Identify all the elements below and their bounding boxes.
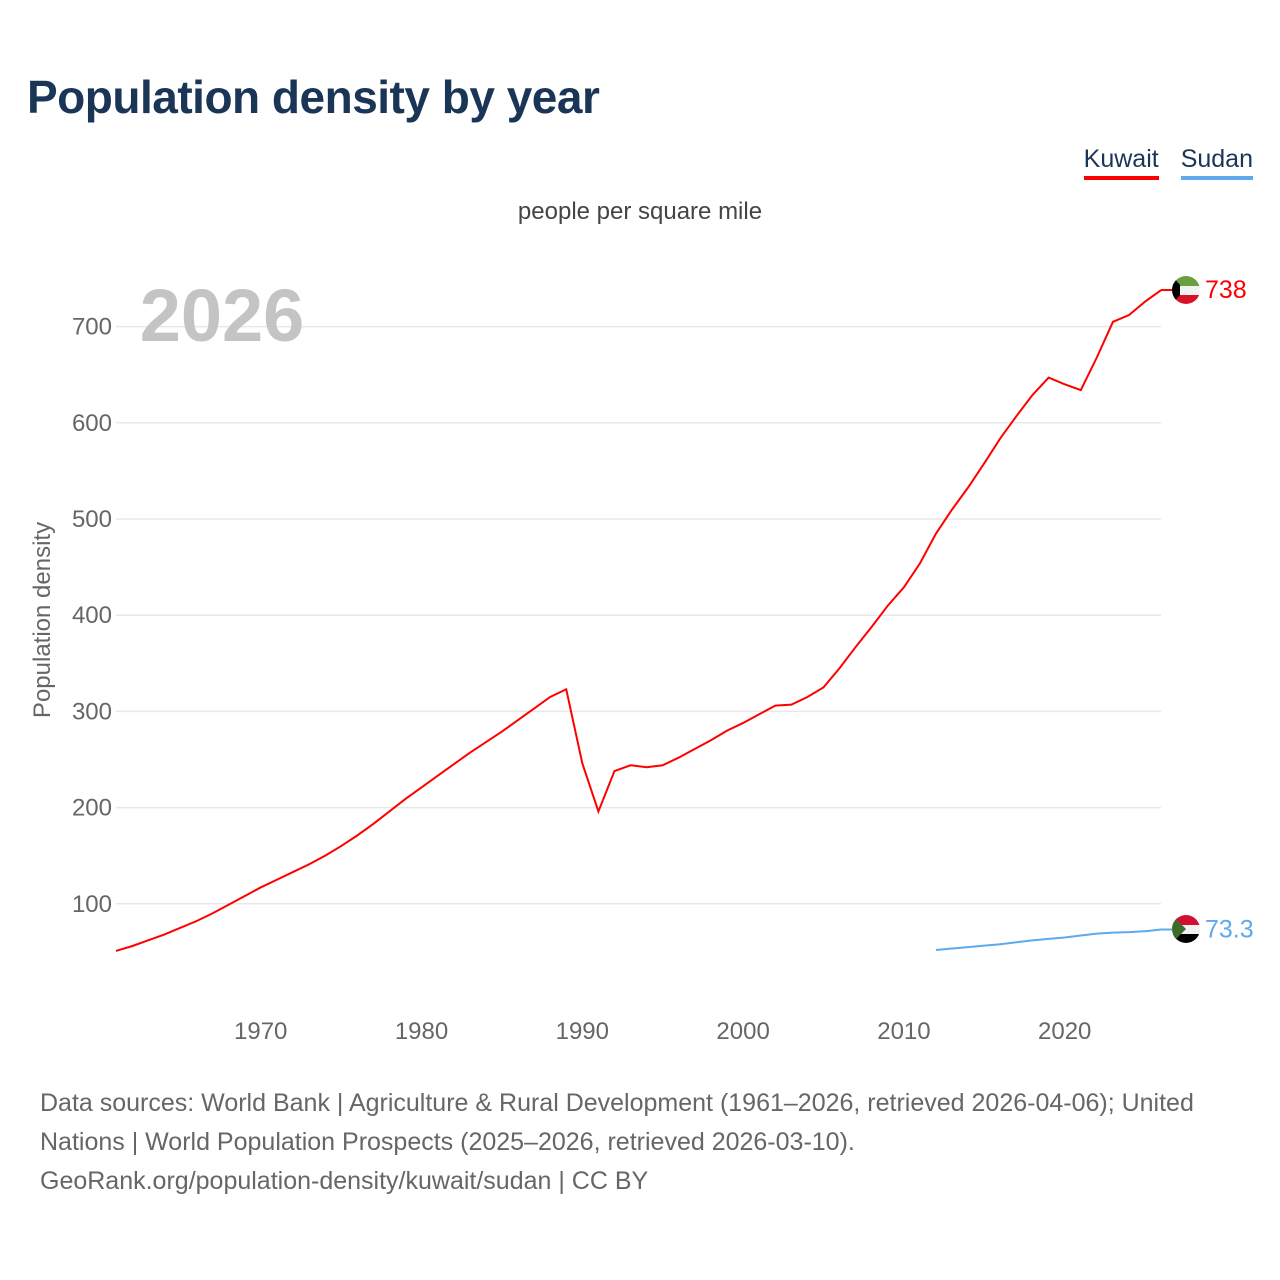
- x-tick-label: 1980: [395, 1018, 448, 1045]
- y-axis-label: Population density: [29, 522, 56, 718]
- year-watermark: 2026: [140, 274, 305, 357]
- footer: Data sources: World Bank | Agriculture &…: [40, 1084, 1250, 1201]
- chart-subtitle: people per square mile: [517, 198, 763, 225]
- y-tick-label: 200: [72, 795, 112, 822]
- end-value-label-kuwait: 738: [1205, 276, 1247, 304]
- x-tick-label: 2020: [1038, 1018, 1091, 1045]
- series-line-kuwait: [115, 289, 1162, 952]
- y-tick-label: 700: [72, 314, 112, 341]
- x-tick-label: 2000: [716, 1018, 769, 1045]
- y-tick-label: 500: [72, 506, 112, 533]
- legend-item-sudan[interactable]: Sudan: [1180, 145, 1253, 180]
- x-tick-label: 1990: [556, 1018, 609, 1045]
- series-line-sudan: [935, 928, 1162, 951]
- legend: Kuwait Sudan: [1083, 145, 1253, 180]
- kuwait-flag-icon: [1172, 276, 1200, 304]
- page-title: Population density by year: [27, 71, 600, 123]
- sudan-flag-icon: [1172, 915, 1200, 943]
- y-tick-label: 400: [72, 602, 112, 629]
- y-tick-label: 100: [72, 891, 112, 918]
- x-tick-label: 1970: [234, 1018, 287, 1045]
- y-tick-label: 300: [72, 698, 112, 725]
- legend-item-kuwait[interactable]: Kuwait: [1083, 145, 1159, 180]
- x-tick-label: 2010: [877, 1018, 930, 1045]
- source-link[interactable]: GeoRank.org/population-density/kuwait/su…: [40, 1167, 649, 1195]
- data-sources: Data sources: World Bank | Agriculture &…: [40, 1089, 1194, 1156]
- end-value-label-sudan: 73.3: [1205, 915, 1254, 943]
- y-tick-label: 600: [72, 410, 112, 437]
